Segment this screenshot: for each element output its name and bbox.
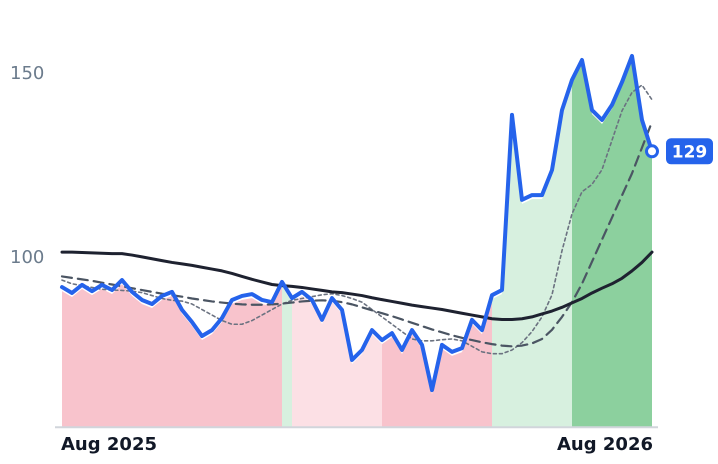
price-area [122,284,132,428]
price-area [132,295,142,428]
price-area [82,288,92,428]
price-area [572,64,582,428]
price-area [522,199,532,428]
price-area [292,295,302,428]
x-tick-label: Aug 2025 [61,434,157,455]
price-area [412,334,422,428]
value-badge [666,138,713,165]
price-area [312,303,322,428]
price-area [492,294,502,428]
price-area [62,291,72,428]
price-area [322,302,332,428]
price-area [622,59,632,428]
last-value-label: 129 [672,142,708,162]
price-area [532,199,542,428]
price-area [192,326,202,428]
price-area [632,59,642,428]
price-area [332,302,342,428]
series-line [60,53,654,393]
last-point [645,144,659,159]
price-area [152,299,162,428]
price-area [582,64,592,428]
price-area [202,334,212,428]
price-area [432,348,442,428]
price-area [342,313,352,428]
price-area [282,285,292,428]
price-area [562,83,572,428]
price-area [482,299,492,428]
price-area [162,295,172,428]
price-area [602,108,612,428]
y-tick-label: 100 [10,247,44,268]
price-area [452,352,462,428]
price-area [612,86,622,428]
lines [55,53,658,429]
price-area [92,288,102,428]
y-tick-label: 150 [10,63,44,84]
series-line [60,120,654,348]
price-area [272,285,282,428]
area-fills [62,59,652,428]
price-area [172,295,182,428]
series-line [60,250,654,321]
price-area [392,337,402,428]
price-area [142,303,152,428]
price-area [512,118,522,428]
price-area [352,354,362,428]
series-line [61,84,653,355]
price-area [222,303,232,428]
price-area [552,114,562,428]
price-area [302,295,312,428]
price-area [382,337,392,428]
price-area [262,303,272,428]
price-area [422,348,432,428]
price-area [212,321,222,428]
price-area [592,114,602,428]
price-area [252,298,262,428]
price-area [232,299,242,428]
price-area [102,288,112,428]
price-area [72,288,82,428]
price-area [112,284,122,428]
price-area [442,348,452,428]
price-area [402,334,412,428]
price-area [362,334,372,428]
x-tick-label: Aug 2026 [557,434,653,455]
labels: 100 150 Aug 2025 Aug 2026 129 [10,63,713,455]
price-area [502,118,512,428]
price-area [242,298,252,428]
price-area [462,323,472,428]
price-area [642,124,652,428]
price-area [372,334,382,428]
price-area [542,174,552,428]
price-area [182,313,192,428]
